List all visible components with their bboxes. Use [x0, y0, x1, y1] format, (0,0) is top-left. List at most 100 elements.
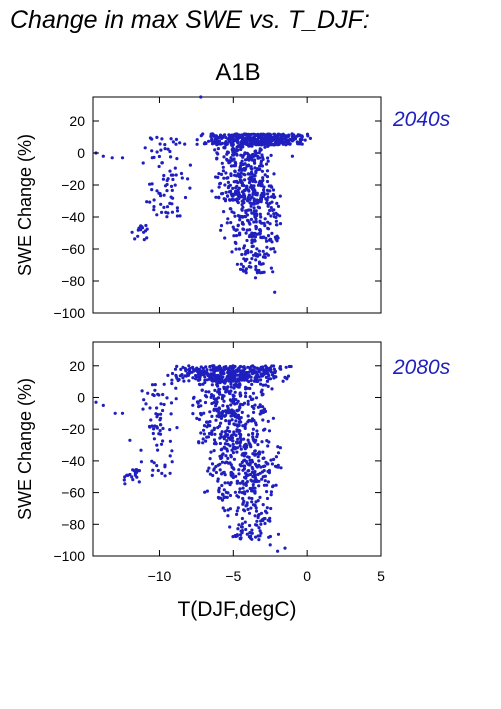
y-tick-label: −20	[61, 177, 85, 193]
data-point	[245, 489, 249, 493]
data-point	[244, 483, 248, 487]
data-point	[252, 184, 256, 188]
data-point	[142, 398, 146, 402]
data-point	[166, 147, 170, 151]
data-point	[226, 426, 230, 430]
data-point	[217, 424, 222, 428]
data-point	[245, 257, 249, 261]
data-point	[261, 503, 265, 507]
data-point	[281, 142, 285, 146]
data-point	[306, 134, 310, 138]
data-point	[266, 159, 270, 163]
data-point	[238, 429, 242, 433]
data-point	[210, 139, 214, 143]
data-point	[287, 364, 291, 369]
data-point	[149, 418, 153, 422]
data-point	[246, 414, 250, 418]
data-point	[253, 480, 257, 484]
data-point	[203, 378, 207, 382]
data-point	[204, 439, 208, 443]
data-point	[152, 198, 156, 202]
data-point	[188, 186, 192, 190]
data-point	[155, 150, 159, 154]
data-point	[200, 388, 204, 392]
data-point	[226, 367, 230, 371]
data-point	[207, 390, 211, 394]
x-tick-label: −5	[225, 568, 241, 584]
data-point	[168, 149, 172, 154]
data-point	[215, 157, 219, 161]
data-point	[241, 459, 246, 463]
data-point	[266, 518, 270, 522]
data-point	[204, 390, 208, 394]
data-point	[288, 142, 292, 146]
data-point	[191, 412, 195, 416]
data-point	[246, 251, 250, 255]
data-point	[174, 137, 178, 141]
data-point	[246, 195, 250, 200]
data-point	[253, 214, 257, 218]
data-point	[228, 159, 232, 163]
data-point	[262, 407, 267, 411]
data-point	[199, 373, 203, 377]
data-point	[256, 374, 260, 378]
data-point	[253, 462, 257, 466]
data-point	[276, 445, 280, 449]
data-point	[199, 95, 203, 99]
data-point	[232, 234, 236, 238]
data-point	[265, 188, 270, 192]
data-point	[241, 480, 245, 484]
data-point	[268, 543, 272, 547]
data-point	[250, 364, 254, 368]
data-point	[151, 431, 155, 436]
data-point	[275, 201, 279, 205]
data-point	[255, 167, 260, 171]
data-point	[259, 511, 264, 515]
data-point	[257, 151, 261, 155]
data-point	[272, 374, 276, 379]
data-point	[219, 228, 223, 232]
data-point	[259, 382, 263, 386]
data-point	[254, 133, 259, 137]
data-point	[158, 142, 162, 146]
data-point	[168, 471, 172, 475]
data-point	[155, 415, 159, 419]
data-point	[128, 438, 132, 442]
data-point	[209, 395, 213, 399]
data-point	[232, 394, 236, 398]
data-point	[260, 164, 264, 168]
data-point	[237, 379, 241, 383]
data-point	[240, 220, 245, 225]
data-point	[161, 439, 165, 443]
data-point	[248, 523, 252, 528]
data-point	[243, 188, 247, 193]
data-point	[210, 414, 214, 418]
data-point	[243, 178, 247, 182]
data-point	[240, 252, 244, 257]
data-point	[218, 496, 223, 500]
data-point	[250, 531, 254, 535]
data-point	[278, 222, 283, 226]
data-point	[134, 468, 138, 472]
data-point	[266, 212, 270, 216]
data-point	[218, 182, 222, 186]
data-point	[219, 366, 223, 370]
data-point	[171, 177, 175, 182]
data-point	[300, 135, 304, 139]
data-point	[242, 376, 246, 380]
data-point	[210, 401, 214, 406]
data-point	[155, 213, 159, 217]
data-point	[201, 441, 205, 445]
data-point	[250, 496, 254, 501]
data-point	[246, 386, 250, 390]
data-point	[262, 235, 266, 239]
data-point	[131, 468, 135, 472]
data-point	[223, 133, 227, 137]
data-point	[256, 405, 260, 409]
data-point	[272, 457, 276, 461]
data-point	[213, 388, 217, 392]
data-point	[239, 416, 243, 420]
data-point	[182, 379, 186, 383]
data-point	[201, 382, 205, 386]
data-point	[150, 182, 154, 186]
